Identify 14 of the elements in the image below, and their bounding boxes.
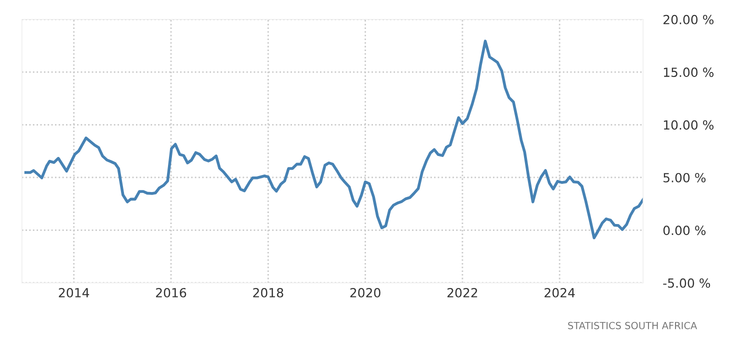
y-tick-label: 5.00 % [664,172,706,182]
line-series [24,40,644,240]
y-tick-label: -5.00 % [663,278,710,288]
y-tick-label: 10.00 % [664,120,714,130]
x-tick-label: 2018 [253,288,284,298]
y-tick-label: 20.00 % [663,14,714,24]
x-tick-label: 2024 [544,288,575,298]
text: STATISTICS SOUTH AFRICA [568,322,698,330]
x-tick-label: 2014 [58,288,90,298]
x-tick-label: 2016 [156,288,186,298]
x-tick-label: 2022 [447,288,478,298]
x-tick-label: 2020 [350,288,380,298]
y-tick-label: 0.00 % [663,226,706,236]
y-tick-label: 15.00 % [664,68,714,78]
